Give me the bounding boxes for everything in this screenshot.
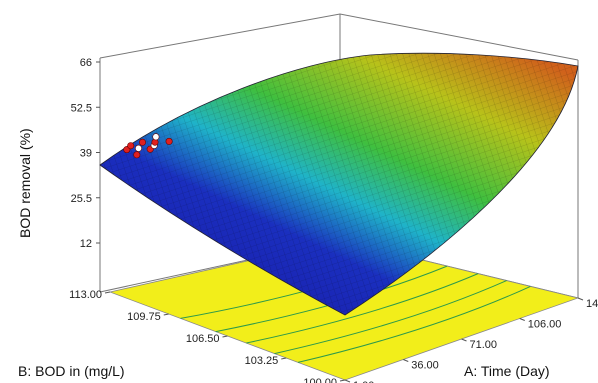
time-tick-label: 1.00 bbox=[353, 380, 374, 383]
z-tick-label: 66 bbox=[80, 57, 92, 69]
bod-in-tick-label: 109.75 bbox=[127, 311, 161, 323]
bod-in-tick-mark bbox=[281, 357, 287, 360]
bod-in-tick-mark bbox=[339, 379, 346, 382]
time-tick-label: 106.00 bbox=[528, 319, 562, 331]
z-axis: 66 52.5 39 25.5 12 bbox=[71, 57, 100, 250]
observed-point bbox=[152, 133, 160, 141]
response-surface bbox=[99, 52, 579, 316]
bod-in-tick-label: 113.00 bbox=[69, 289, 102, 301]
observed-point bbox=[133, 151, 141, 159]
time-tick-mark bbox=[461, 338, 467, 342]
bod-in-tick-mark bbox=[163, 313, 169, 316]
observed-point bbox=[165, 137, 173, 145]
floor-contour-line bbox=[246, 273, 479, 344]
z-tick-label: 12 bbox=[80, 238, 92, 250]
bod-in-tick-label: 103.25 bbox=[245, 355, 279, 367]
observed-point bbox=[127, 142, 135, 150]
floor-contour-line bbox=[274, 280, 507, 355]
bod-in-tick-mark bbox=[104, 291, 111, 294]
bod-in-axis-title: B: BOD in (mg/L) bbox=[18, 363, 125, 379]
time-tick-mark bbox=[403, 359, 409, 362]
time-axis: 1.00 36.00 71.00 106.00 141.00 bbox=[344, 297, 598, 383]
z-tick-label: 52.5 bbox=[71, 102, 92, 114]
time-tick-mark bbox=[577, 297, 584, 301]
observed-point bbox=[139, 138, 147, 146]
back-top-edge bbox=[99, 13, 579, 61]
z-axis-title: BOD removal (%) bbox=[17, 128, 33, 238]
observed-points bbox=[123, 133, 173, 159]
bod-in-axis: 100.00 103.25 106.50 109.75 113.00 bbox=[69, 289, 346, 383]
time-tick-label: 141.00 bbox=[586, 298, 598, 310]
time-tick-mark bbox=[519, 318, 525, 321]
bod-in-tick-mark bbox=[222, 335, 228, 338]
bod-in-tick-label: 106.50 bbox=[186, 333, 220, 345]
observed-point bbox=[135, 144, 143, 152]
surface-mesh bbox=[100, 53, 578, 315]
z-tick-label: 39 bbox=[80, 148, 92, 160]
floor-contour-line bbox=[297, 285, 531, 363]
bod-in-tick-label: 100.00 bbox=[303, 377, 337, 383]
z-tick-label: 25.5 bbox=[71, 193, 92, 205]
time-tick-label: 71.00 bbox=[470, 339, 498, 351]
time-tick-mark bbox=[344, 379, 351, 383]
time-axis-title: A: Time (Day) bbox=[464, 363, 550, 379]
time-tick-label: 36.00 bbox=[411, 360, 439, 372]
